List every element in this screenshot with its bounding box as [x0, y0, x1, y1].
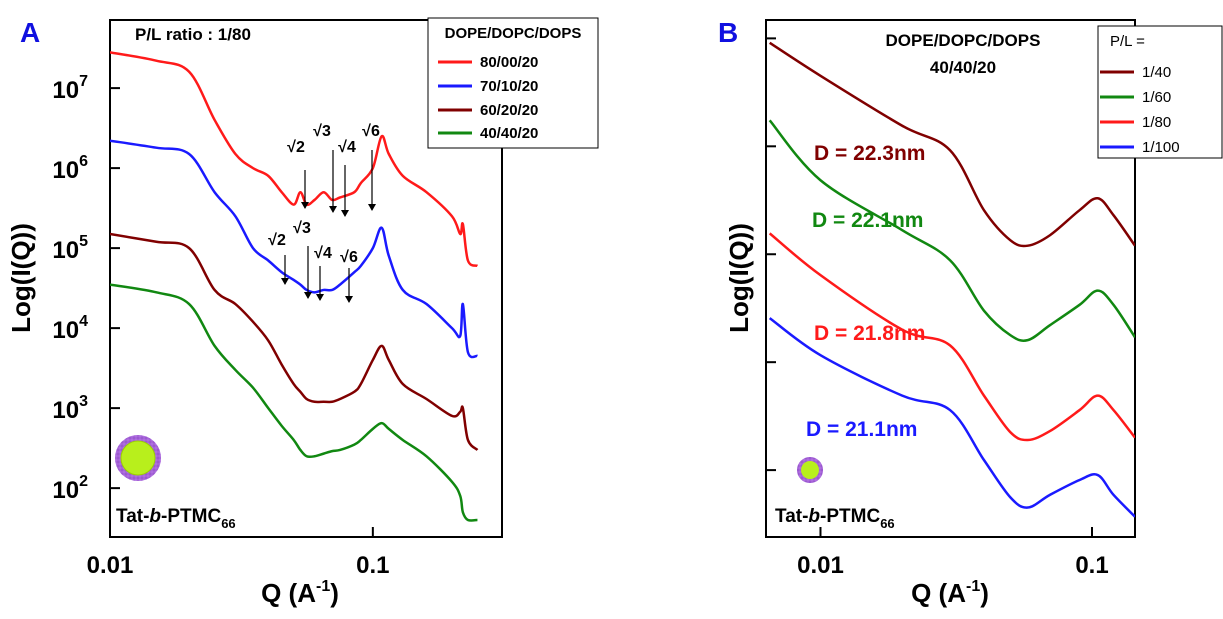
- peak-label: √6: [340, 249, 358, 266]
- y-tick-label-part: 2: [79, 473, 88, 490]
- y-tick-label: 102: [52, 473, 88, 504]
- legend-title: P/L =: [1110, 33, 1145, 50]
- y-axis-label: Log(I(Q)): [6, 223, 36, 333]
- data-line: [768, 317, 1135, 518]
- chart-title: DOPE/DOPC/DOPS: [886, 31, 1041, 50]
- x-axis-label-part: -1: [316, 578, 330, 595]
- x-axis-label-part: -1: [966, 578, 980, 595]
- data-line: [769, 41, 1135, 248]
- x-axis-label: Q (A-1): [911, 578, 989, 608]
- sample-label-part: Tat-: [775, 506, 808, 527]
- y-tick-label: 107: [52, 73, 88, 104]
- data-line: [110, 51, 479, 268]
- data-line: [110, 139, 478, 359]
- y-tick-label-part: 10: [52, 477, 79, 504]
- x-axis-label-part: Q (A: [261, 578, 316, 608]
- curves: [768, 41, 1135, 518]
- peak-label: √2: [287, 139, 305, 156]
- chart-title: P/L ratio : 1/80: [135, 25, 251, 44]
- y-tick-label-part: 10: [52, 397, 79, 424]
- sample-label-part: -PTMC: [820, 506, 880, 527]
- legend-entry: 1/100: [1142, 139, 1180, 156]
- peak-label: √6: [362, 123, 380, 140]
- x-tick-label: 0.1: [356, 552, 389, 579]
- sample-label-part: 66: [221, 516, 235, 531]
- plot-frame: [765, 19, 1136, 538]
- y-tick-label: 104: [52, 313, 88, 344]
- peak-label: √3: [293, 220, 311, 237]
- y-tick-label-part: 7: [79, 73, 88, 90]
- sample-label: Tat-b-PTMC66: [775, 506, 895, 531]
- y-tick-label: 103: [52, 393, 88, 424]
- sample-label-part: b: [808, 506, 820, 527]
- chart-title: 40/40/20: [930, 58, 996, 77]
- y-axis-label-part: Log(I(Q)): [6, 223, 36, 333]
- legend-title: DOPE/DOPC/DOPS: [445, 25, 582, 42]
- x-axis-label: Q (A-1): [261, 578, 339, 608]
- legend-entry: 1/40: [1142, 64, 1171, 81]
- y-axis-label-part: Log(I(Q)): [724, 223, 754, 333]
- y-tick-label-part: 5: [79, 233, 88, 250]
- legend-entry: 60/20/20: [480, 102, 538, 119]
- y-tick-label-part: 10: [52, 157, 79, 184]
- curves: [110, 51, 479, 522]
- sample-label-part: -PTMC: [161, 506, 221, 527]
- x-axis-label-part: Q (A: [911, 578, 966, 608]
- data-line: [110, 283, 478, 522]
- x-tick-label: 0.1: [1075, 552, 1108, 579]
- legend-entry: 70/10/20: [480, 78, 538, 95]
- plot-frame: [109, 19, 503, 538]
- x-tick-label: 0.01: [87, 552, 134, 579]
- y-tick-label-part: 6: [79, 153, 88, 170]
- sample-label-part: Tat-: [116, 506, 149, 527]
- sample-label: Tat-b-PTMC66: [116, 506, 236, 531]
- x-tick-label: 0.01: [797, 552, 844, 579]
- x-axis-label-part: ): [330, 578, 339, 608]
- sample-label-part: 66: [880, 516, 894, 531]
- sample-label-part: b: [149, 506, 161, 527]
- x-axis-label-part: ): [980, 578, 989, 608]
- legend-box: [427, 17, 599, 149]
- legend-entry: 1/60: [1142, 89, 1171, 106]
- nanoparticle-icon-b: [797, 457, 823, 483]
- legend-entry: 80/00/20: [480, 54, 538, 71]
- data-line: [768, 119, 1135, 342]
- y-tick-label-part: 3: [79, 393, 88, 410]
- curve-label: D = 22.3nm: [814, 142, 925, 165]
- curve-label: D = 21.8nm: [814, 322, 925, 345]
- panel-label: A: [20, 17, 40, 48]
- y-tick-label-part: 4: [79, 313, 88, 330]
- nanoparticle-icon-a: [115, 435, 161, 481]
- y-tick-label: 105: [52, 233, 88, 264]
- curve-label: D = 21.1nm: [806, 418, 917, 441]
- legend-box: [1097, 25, 1223, 159]
- peak-label: √2: [268, 232, 286, 249]
- panel-label: B: [718, 17, 738, 48]
- legend-entry: 1/80: [1142, 114, 1171, 131]
- data-line: [110, 232, 479, 451]
- y-tick-label-part: 10: [52, 317, 79, 344]
- peak-label: √3: [313, 123, 331, 140]
- y-tick-label-part: 10: [52, 77, 79, 104]
- data-line: [768, 232, 1135, 442]
- y-tick-label: 106: [52, 153, 88, 184]
- peak-label: √4: [338, 139, 356, 156]
- y-axis-label: Log(I(Q)): [724, 223, 754, 333]
- y-tick-label-part: 10: [52, 237, 79, 264]
- peak-label: √4: [314, 245, 332, 262]
- legend-entry: 40/40/20: [480, 125, 538, 142]
- curve-label: D = 22.1nm: [812, 209, 923, 232]
